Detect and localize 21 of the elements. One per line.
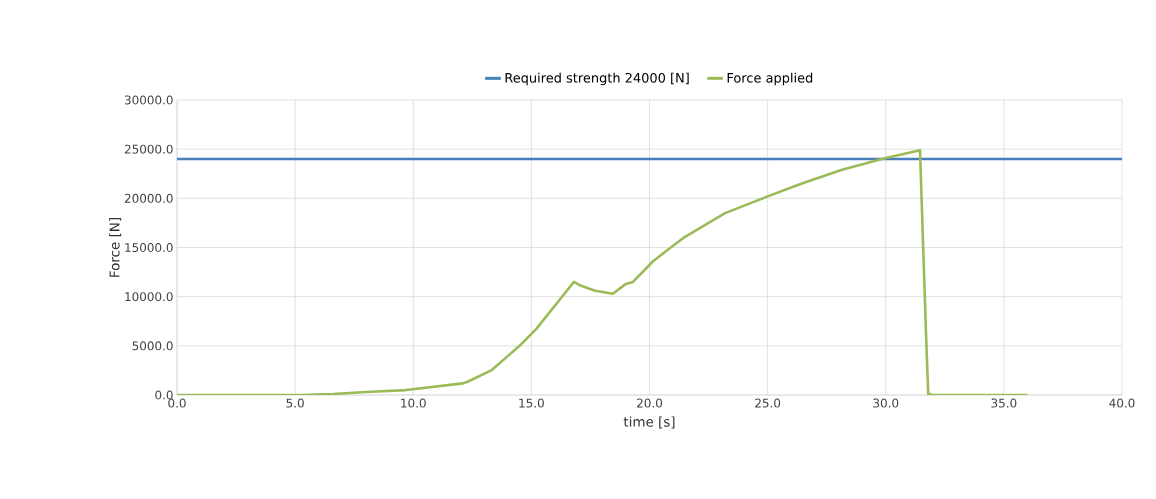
x-tick-label: 35.0 — [991, 398, 1017, 408]
y-tick-label: 30000.0 — [124, 95, 173, 105]
x-tick-label: 20.0 — [637, 398, 663, 408]
y-tick-label: 10000.0 — [125, 292, 173, 302]
y-tick-label: 15000.0 — [125, 242, 173, 253]
x-tick-label: 40.0 — [1109, 398, 1135, 408]
x-axis-title: time [s] — [623, 416, 675, 429]
x-tick-label: 15.0 — [519, 398, 544, 408]
legend-label: Required strength 24000 [N] — [505, 72, 689, 86]
y-tick-label: 20000.0 — [124, 193, 173, 203]
y-tick-label: 5000.0 — [132, 341, 173, 351]
x-tick-label: 0.0 — [168, 398, 186, 408]
x-tick-label: 25.0 — [755, 398, 781, 408]
x-tick-label: 30.0 — [873, 398, 899, 408]
y-tick-label: 0.0 — [155, 390, 173, 400]
y-axis-title: Force [N] — [109, 218, 122, 277]
line-series — [177, 148, 1029, 395]
y-tick-label: 25000.0 — [124, 144, 173, 154]
x-tick-label: 10.0 — [401, 398, 426, 408]
x-tick-label: 5.0 — [286, 398, 304, 408]
legend-label: Force applied — [727, 72, 813, 86]
